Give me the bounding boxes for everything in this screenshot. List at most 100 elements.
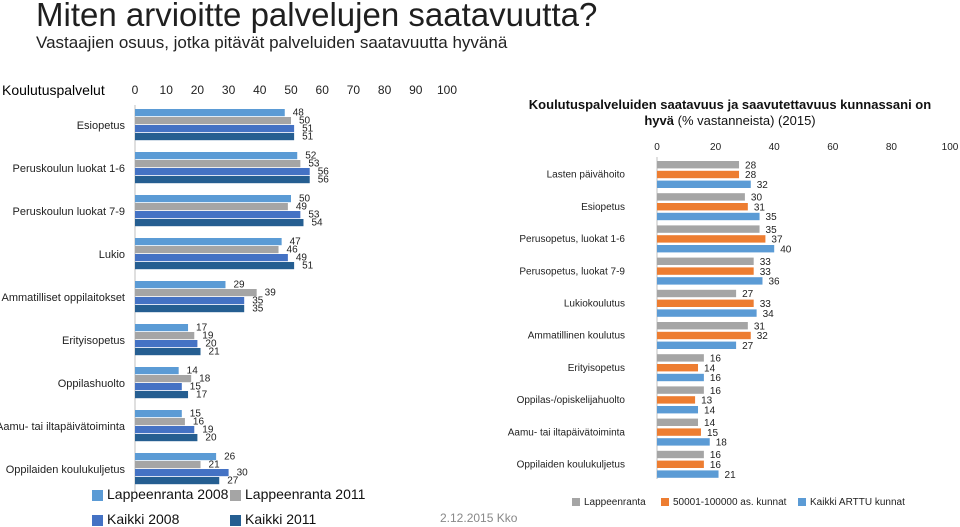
bar bbox=[135, 254, 288, 262]
data-label: 46 bbox=[287, 245, 299, 256]
bar bbox=[657, 299, 754, 307]
data-label: 20 bbox=[205, 433, 217, 444]
bar bbox=[657, 170, 740, 179]
data-label: 33 bbox=[760, 299, 772, 310]
bar bbox=[657, 428, 701, 436]
bar bbox=[657, 289, 737, 298]
data-label: 35 bbox=[252, 296, 264, 307]
legend-swatch bbox=[92, 514, 103, 526]
data-label: 16 bbox=[710, 386, 722, 397]
x-tick-label: 30 bbox=[222, 83, 236, 97]
x-tick-label: 100 bbox=[942, 142, 959, 153]
bar bbox=[657, 245, 775, 253]
data-label: 51 bbox=[302, 261, 314, 272]
bar bbox=[135, 391, 189, 399]
x-tick-label: 50 bbox=[284, 83, 298, 97]
data-label: 14 bbox=[704, 363, 716, 374]
bar bbox=[135, 109, 285, 117]
bar bbox=[135, 324, 189, 332]
bar bbox=[135, 160, 301, 168]
bar bbox=[657, 212, 760, 221]
data-label: 39 bbox=[265, 288, 277, 299]
x-tick-label: 20 bbox=[710, 142, 722, 153]
bar bbox=[135, 289, 257, 297]
data-label: 20 bbox=[205, 339, 217, 350]
data-label: 48 bbox=[293, 108, 305, 119]
bar bbox=[135, 262, 295, 270]
bar bbox=[135, 367, 179, 375]
x-tick-label: 0 bbox=[654, 142, 660, 153]
data-label: 21 bbox=[725, 470, 737, 481]
data-label: 36 bbox=[768, 277, 780, 288]
bar bbox=[657, 277, 763, 285]
data-label: 18 bbox=[716, 438, 728, 449]
bar bbox=[657, 235, 766, 243]
data-label: 21 bbox=[209, 460, 221, 471]
bar bbox=[135, 426, 195, 434]
data-label: 21 bbox=[209, 347, 221, 358]
data-label: 19 bbox=[202, 331, 214, 342]
data-label: 19 bbox=[202, 425, 214, 436]
bar bbox=[135, 477, 220, 485]
bar bbox=[135, 461, 201, 469]
data-label: 18 bbox=[199, 374, 211, 385]
bar bbox=[135, 152, 298, 160]
bar bbox=[657, 396, 696, 404]
bar bbox=[135, 219, 304, 227]
bar bbox=[657, 460, 704, 468]
category-label: Erityisopetus bbox=[568, 363, 625, 374]
category-label: Erityisopetus bbox=[62, 335, 125, 347]
bar bbox=[135, 133, 295, 141]
data-label: 49 bbox=[296, 202, 308, 213]
x-tick-label: 0 bbox=[132, 83, 139, 97]
left-bar-chart: 0 10 20 30 40 50 60 70 80 90 100Esiopetus48505151P… bbox=[0, 83, 457, 492]
bar bbox=[657, 309, 757, 317]
right-chart-title-main: Koulutuspalveluiden saatavuus ja saavute… bbox=[528, 97, 932, 128]
x-tick-label: 60 bbox=[316, 83, 330, 97]
data-label: 30 bbox=[237, 468, 249, 479]
bar bbox=[135, 246, 279, 254]
category-label: Perusopetus, luokat 7-9 bbox=[519, 266, 625, 277]
legend-label: Lappeenranta 2011 bbox=[245, 486, 366, 502]
right-chart-title: Koulutuspalveluiden saatavuus ja saavute… bbox=[520, 97, 940, 129]
bar bbox=[135, 348, 201, 356]
bar bbox=[657, 470, 719, 478]
category-label: Peruskoulun luokat 1-6 bbox=[12, 163, 125, 175]
x-tick-label: 100 bbox=[437, 83, 457, 97]
category-label: Esiopetus bbox=[77, 120, 126, 132]
bar bbox=[657, 373, 704, 382]
data-label: 31 bbox=[754, 321, 766, 332]
bar bbox=[657, 322, 748, 330]
legend-label: Kaikki ARTTU kunnat bbox=[810, 497, 905, 508]
data-label: 16 bbox=[710, 354, 722, 365]
x-tick-label: 70 bbox=[347, 83, 361, 97]
bar bbox=[135, 281, 226, 289]
bar bbox=[657, 418, 699, 426]
legend-item: Lappeenranta 2008 bbox=[92, 486, 228, 502]
category-label: Lukio bbox=[99, 249, 125, 261]
bar bbox=[135, 125, 295, 133]
bar bbox=[135, 469, 229, 477]
category-label: Peruskoulun luokat 7-9 bbox=[12, 206, 125, 218]
data-label: 33 bbox=[760, 267, 772, 278]
bar bbox=[135, 383, 182, 391]
bar bbox=[135, 305, 245, 313]
data-label: 14 bbox=[187, 366, 199, 377]
data-label: 53 bbox=[308, 159, 320, 170]
bar bbox=[135, 410, 182, 418]
data-label: 34 bbox=[763, 309, 775, 320]
data-label: 51 bbox=[302, 124, 314, 135]
data-label: 51 bbox=[302, 132, 314, 143]
data-label: 56 bbox=[318, 175, 330, 186]
bar bbox=[135, 434, 198, 442]
data-label: 40 bbox=[780, 244, 792, 255]
data-label: 32 bbox=[757, 180, 769, 191]
right-chart-title-suffix: (% vastanneista) (2015) bbox=[677, 113, 816, 128]
x-tick-label: 60 bbox=[827, 142, 839, 153]
bar bbox=[657, 438, 710, 446]
x-tick-label: 20 bbox=[191, 83, 205, 97]
category-label: Oppilaiden koulukuljetus bbox=[6, 464, 126, 476]
bar bbox=[657, 341, 737, 349]
legend-swatch bbox=[572, 498, 580, 507]
